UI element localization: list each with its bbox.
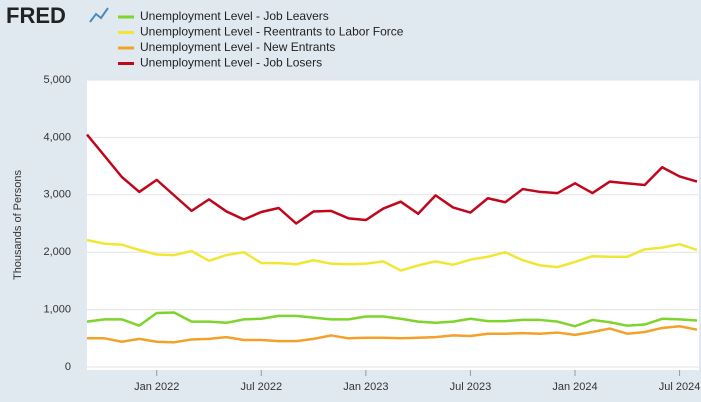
y-tick-label: 3,000 [43,189,71,201]
line-series [86,238,698,272]
x-tick-label: Jan 2024 [552,381,597,393]
x-tick-label: Jul 2022 [240,381,282,393]
logo-icon [89,7,109,23]
line-series [87,324,698,344]
line-series [86,311,698,328]
y-tick-label: 2,000 [43,246,71,258]
logo: FRED [6,3,66,28]
x-tick-label: Jul 2024 [659,381,701,393]
line-series [86,133,698,225]
legend-label: Unemployment Level - New Entrants [140,40,335,54]
legend-label: Unemployment Level - Reentrants to Labor… [140,25,404,39]
legend-label: Unemployment Level - Job Leavers [140,9,329,23]
y-tick-label: 0 [65,361,71,373]
x-tick-label: Jan 2022 [134,381,179,393]
x-tick-label: Jul 2023 [450,381,492,393]
y-tick-label: 1,000 [43,304,71,316]
y-tick-label: 5,000 [43,74,71,86]
y-axis-label: Thousands of Persons [12,169,24,280]
plot-area [87,80,699,370]
x-tick-label: Jan 2023 [343,381,388,393]
legend-label: Unemployment Level - Job Losers [140,56,322,70]
y-tick-label: 4,000 [43,131,71,143]
